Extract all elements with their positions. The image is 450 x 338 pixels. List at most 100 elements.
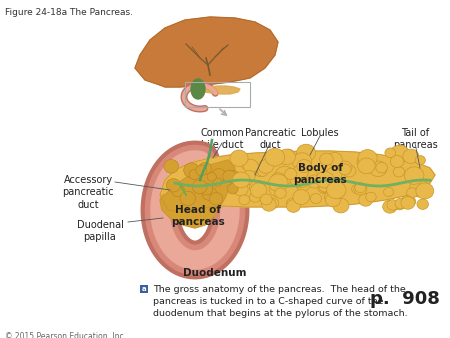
Ellipse shape bbox=[297, 176, 310, 187]
Ellipse shape bbox=[257, 166, 268, 176]
Ellipse shape bbox=[284, 149, 294, 159]
Ellipse shape bbox=[298, 171, 309, 181]
Text: a: a bbox=[142, 286, 146, 292]
Ellipse shape bbox=[297, 160, 311, 173]
Ellipse shape bbox=[327, 182, 346, 199]
Ellipse shape bbox=[261, 198, 276, 211]
Ellipse shape bbox=[328, 185, 340, 195]
Ellipse shape bbox=[324, 191, 337, 203]
Ellipse shape bbox=[358, 150, 377, 167]
Ellipse shape bbox=[189, 170, 200, 179]
Text: Body of
pancreas: Body of pancreas bbox=[293, 163, 347, 186]
Ellipse shape bbox=[207, 172, 216, 181]
Text: © 2015 Pearson Education, Inc.: © 2015 Pearson Education, Inc. bbox=[5, 332, 126, 338]
Ellipse shape bbox=[213, 178, 222, 186]
Text: Lobules: Lobules bbox=[301, 128, 339, 138]
Ellipse shape bbox=[269, 183, 284, 196]
Ellipse shape bbox=[403, 149, 419, 164]
Ellipse shape bbox=[359, 194, 373, 206]
Ellipse shape bbox=[180, 191, 195, 206]
Ellipse shape bbox=[192, 180, 207, 194]
Ellipse shape bbox=[407, 188, 418, 198]
Ellipse shape bbox=[212, 169, 226, 182]
Ellipse shape bbox=[358, 158, 375, 174]
Polygon shape bbox=[160, 151, 435, 212]
Ellipse shape bbox=[242, 184, 256, 198]
Ellipse shape bbox=[387, 200, 399, 210]
Ellipse shape bbox=[293, 165, 309, 179]
Ellipse shape bbox=[297, 144, 316, 162]
Ellipse shape bbox=[296, 177, 310, 191]
Ellipse shape bbox=[417, 199, 428, 209]
Ellipse shape bbox=[197, 182, 207, 192]
Ellipse shape bbox=[307, 175, 322, 188]
Ellipse shape bbox=[383, 188, 394, 196]
Ellipse shape bbox=[239, 195, 250, 205]
Ellipse shape bbox=[223, 170, 236, 183]
Text: Common
bile duct: Common bile duct bbox=[200, 128, 244, 150]
Ellipse shape bbox=[319, 181, 332, 193]
Ellipse shape bbox=[286, 200, 301, 212]
Ellipse shape bbox=[232, 172, 250, 188]
Ellipse shape bbox=[390, 145, 410, 163]
Ellipse shape bbox=[410, 179, 429, 197]
Ellipse shape bbox=[164, 160, 179, 173]
Ellipse shape bbox=[338, 161, 352, 174]
Ellipse shape bbox=[267, 198, 279, 209]
Ellipse shape bbox=[325, 193, 341, 207]
Ellipse shape bbox=[366, 192, 376, 202]
Ellipse shape bbox=[286, 198, 298, 209]
Ellipse shape bbox=[310, 194, 322, 203]
Ellipse shape bbox=[184, 163, 199, 178]
Ellipse shape bbox=[246, 165, 259, 176]
Text: Accessory
pancreatic
duct: Accessory pancreatic duct bbox=[62, 175, 114, 210]
Ellipse shape bbox=[204, 190, 214, 200]
Ellipse shape bbox=[406, 197, 416, 206]
Ellipse shape bbox=[395, 198, 407, 209]
Polygon shape bbox=[196, 86, 240, 94]
Ellipse shape bbox=[355, 183, 366, 193]
Ellipse shape bbox=[290, 170, 309, 187]
Ellipse shape bbox=[260, 194, 272, 205]
Ellipse shape bbox=[401, 197, 415, 209]
Text: Duodenal
papilla: Duodenal papilla bbox=[76, 220, 123, 242]
Ellipse shape bbox=[292, 153, 312, 170]
Ellipse shape bbox=[415, 155, 425, 165]
Ellipse shape bbox=[226, 170, 239, 183]
Ellipse shape bbox=[230, 150, 248, 166]
Ellipse shape bbox=[385, 148, 396, 158]
Ellipse shape bbox=[227, 184, 238, 194]
Ellipse shape bbox=[243, 159, 258, 173]
Ellipse shape bbox=[265, 148, 285, 166]
Ellipse shape bbox=[324, 186, 335, 195]
Ellipse shape bbox=[191, 79, 205, 99]
Ellipse shape bbox=[390, 155, 404, 168]
Ellipse shape bbox=[198, 163, 211, 174]
Text: The gross anatomy of the pancreas.  The head of the
pancreas is tucked in to a C: The gross anatomy of the pancreas. The h… bbox=[153, 285, 408, 318]
Ellipse shape bbox=[369, 161, 387, 176]
Ellipse shape bbox=[320, 153, 333, 165]
Text: Figure 24-18a The Pancreas.: Figure 24-18a The Pancreas. bbox=[5, 8, 133, 17]
Ellipse shape bbox=[269, 174, 288, 192]
Ellipse shape bbox=[395, 201, 405, 210]
Ellipse shape bbox=[278, 149, 295, 165]
Ellipse shape bbox=[326, 167, 342, 182]
Ellipse shape bbox=[255, 166, 266, 177]
Ellipse shape bbox=[351, 184, 362, 194]
Ellipse shape bbox=[271, 173, 285, 185]
Text: Pancreatic
duct: Pancreatic duct bbox=[244, 128, 296, 150]
Ellipse shape bbox=[400, 198, 410, 208]
Ellipse shape bbox=[275, 166, 295, 184]
Ellipse shape bbox=[339, 164, 351, 175]
Ellipse shape bbox=[357, 153, 375, 169]
Ellipse shape bbox=[241, 160, 252, 170]
Ellipse shape bbox=[382, 200, 397, 213]
Ellipse shape bbox=[317, 180, 332, 193]
Ellipse shape bbox=[258, 160, 274, 173]
Ellipse shape bbox=[416, 183, 434, 199]
Ellipse shape bbox=[284, 168, 297, 179]
Text: Tail of
pancreas: Tail of pancreas bbox=[392, 128, 437, 150]
Ellipse shape bbox=[243, 170, 256, 182]
Polygon shape bbox=[135, 17, 278, 87]
Ellipse shape bbox=[300, 168, 317, 183]
